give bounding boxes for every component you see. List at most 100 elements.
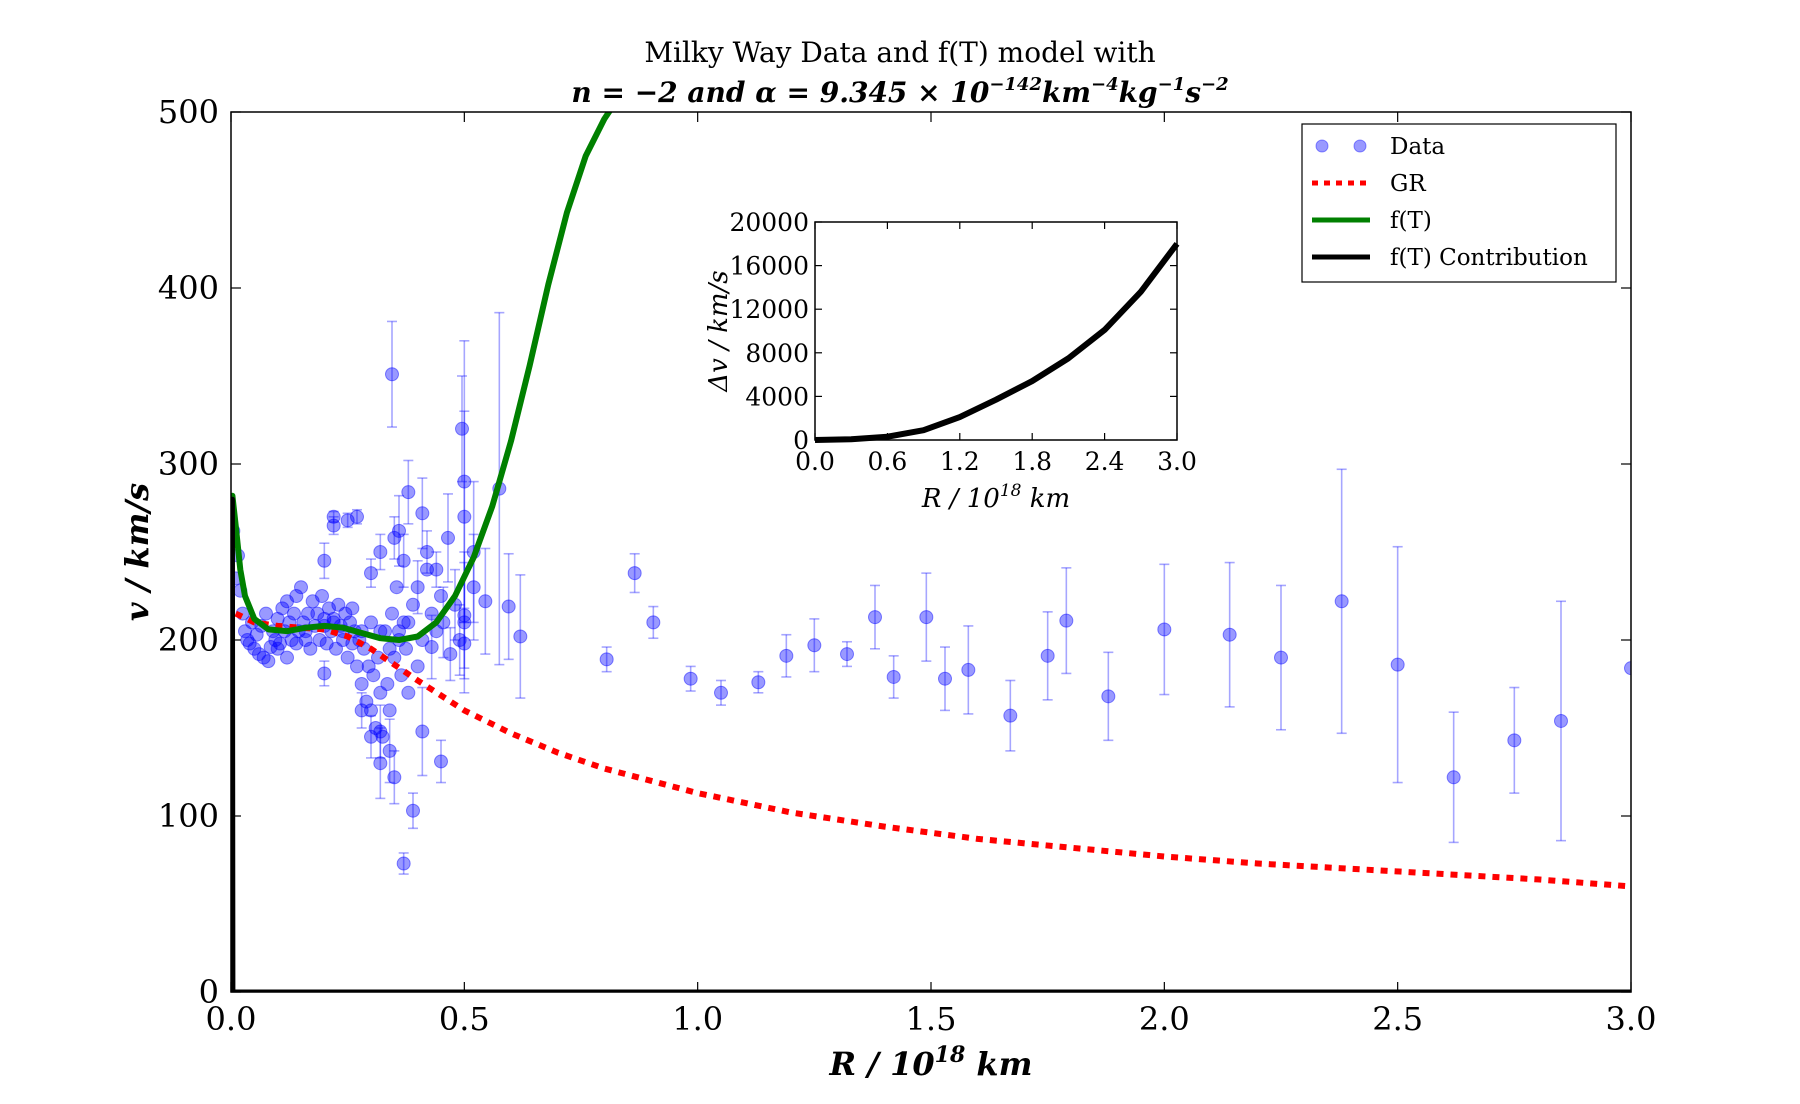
- data-marker: [346, 602, 359, 615]
- data-marker: [920, 611, 933, 624]
- data-point: [318, 543, 331, 578]
- data-marker: [386, 607, 399, 620]
- data-point: [841, 642, 854, 667]
- data-marker: [365, 730, 378, 743]
- data-marker: [402, 686, 415, 699]
- data-marker: [647, 616, 660, 629]
- data-marker: [383, 642, 396, 655]
- data-point: [386, 607, 399, 620]
- legend-label-ft: f(T): [1390, 208, 1432, 234]
- main-y-tick-label: 100: [158, 797, 219, 835]
- data-point: [887, 656, 900, 698]
- main-y-tick-label: 200: [158, 621, 219, 659]
- data-point: [400, 642, 413, 655]
- data-marker: [327, 519, 340, 532]
- data-point: [1223, 563, 1236, 707]
- data-marker: [355, 704, 368, 717]
- data-marker: [808, 639, 821, 652]
- data-marker: [430, 563, 443, 576]
- data-marker: [318, 554, 331, 567]
- data-marker: [425, 641, 438, 654]
- inset-x-tick-label: 0.6: [868, 447, 908, 476]
- data-marker: [841, 648, 854, 661]
- data-marker: [1391, 658, 1404, 671]
- data-marker: [407, 804, 420, 817]
- data-marker: [600, 653, 613, 666]
- data-point: [386, 321, 399, 427]
- main-y-tick-label: 500: [158, 93, 219, 131]
- data-marker: [1555, 714, 1568, 727]
- data-point: [1158, 564, 1171, 694]
- data-point: [684, 666, 697, 691]
- main-y-axis-label: v / km/s: [118, 483, 156, 621]
- data-point: [1060, 568, 1073, 674]
- data-marker: [295, 581, 308, 594]
- data-marker: [316, 590, 329, 603]
- legend-label-contribution: f(T) Contribution: [1390, 245, 1588, 271]
- data-marker: [355, 678, 368, 691]
- data-point: [869, 585, 882, 648]
- data-marker: [1508, 734, 1521, 747]
- data-marker: [1223, 628, 1236, 641]
- inset-y-tick-label: 4000: [745, 382, 809, 411]
- data-marker: [416, 725, 429, 738]
- data-point: [402, 460, 415, 523]
- data-point: [397, 853, 410, 874]
- data-marker: [458, 475, 471, 488]
- data-point: [262, 655, 275, 668]
- inset-y-tick-label: 12000: [729, 295, 809, 324]
- inset-x-axis-label: R / 1018 km: [921, 481, 1070, 514]
- data-marker: [383, 744, 396, 757]
- data-marker: [262, 655, 275, 668]
- inset-x-tick-label: 1.8: [1012, 447, 1052, 476]
- data-point: [502, 554, 515, 660]
- main-x-axis-label: R / 1018 km: [829, 1042, 1033, 1083]
- data-marker: [479, 595, 492, 608]
- data-marker: [351, 510, 364, 523]
- data-marker: [365, 567, 378, 580]
- data-point: [780, 635, 793, 677]
- data-point: [290, 637, 303, 650]
- legend-label-gr: GR: [1390, 171, 1426, 197]
- data-point: [383, 642, 396, 655]
- data-marker: [374, 546, 387, 559]
- data-point: [628, 554, 641, 593]
- legend-data-marker: [1316, 140, 1328, 152]
- inset-y-axis-label: Δv / km/s: [704, 270, 734, 392]
- chart-subtitle: n = −2 and α = 9.345 × 10−142km−4kg−1s−2: [571, 74, 1228, 109]
- data-marker: [367, 669, 380, 682]
- inset-y-tick-label: 20000: [729, 208, 809, 237]
- data-point: [346, 602, 359, 615]
- inset-y-tick-label: 16000: [729, 252, 809, 281]
- data-marker: [1102, 690, 1115, 703]
- data-point: [1004, 680, 1017, 750]
- data-point: [939, 647, 952, 710]
- data-marker: [411, 660, 424, 673]
- data-point: [402, 616, 415, 629]
- data-point: [260, 607, 273, 620]
- data-point: [316, 590, 329, 603]
- data-marker: [444, 648, 457, 661]
- data-point: [442, 494, 455, 582]
- data-marker: [939, 672, 952, 685]
- data-marker: [281, 651, 294, 664]
- data-point: [920, 573, 933, 661]
- data-point: [416, 688, 429, 776]
- legend-data-marker: [1354, 140, 1366, 152]
- data-point: [514, 575, 527, 698]
- data-marker: [752, 676, 765, 689]
- data-point: [1555, 601, 1568, 840]
- data-point: [318, 661, 331, 686]
- data-point: [295, 581, 308, 594]
- data-marker: [400, 642, 413, 655]
- data-point: [1102, 652, 1115, 740]
- data-marker: [397, 857, 410, 870]
- data-marker: [1004, 709, 1017, 722]
- data-point: [435, 740, 448, 782]
- data-marker: [416, 507, 429, 520]
- data-marker: [411, 581, 424, 594]
- chart-title: Milky Way Data and f(T) model with: [644, 36, 1155, 69]
- data-marker: [435, 590, 448, 603]
- legend: Data GR f(T) f(T) Contribution: [1302, 124, 1616, 282]
- data-point: [407, 793, 420, 828]
